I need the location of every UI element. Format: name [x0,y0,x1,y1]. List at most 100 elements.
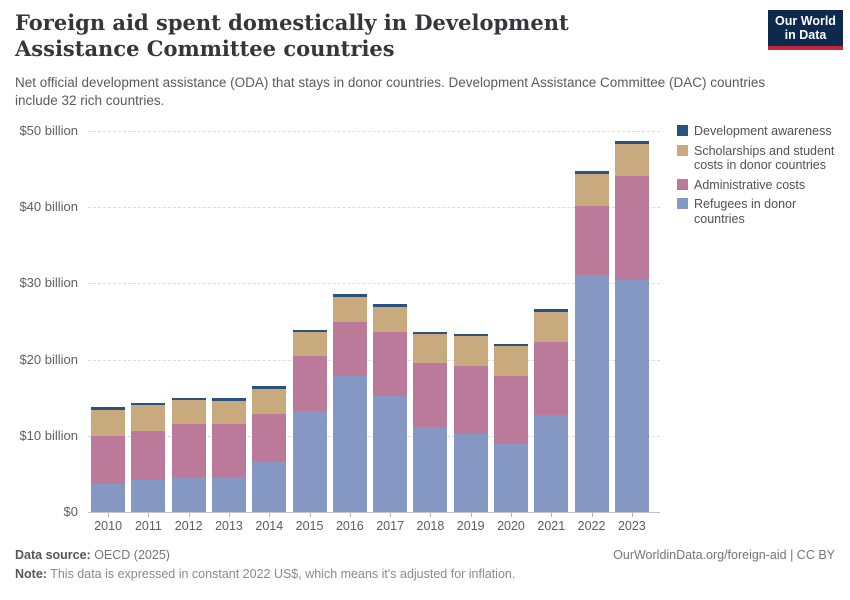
bar-segment[interactable] [373,332,408,397]
y-tick-label-20: $20 billion [19,351,78,367]
gridline-50 [88,131,660,132]
bar-2016[interactable] [332,131,367,512]
bar-segment[interactable] [171,397,206,400]
bar-2020[interactable] [494,131,528,512]
bar-segment[interactable] [413,363,448,428]
legend-swatch-icon [677,144,688,156]
bar-2023[interactable] [614,131,649,512]
x-tick-label-2021: 2021 [537,519,566,533]
bar-segment[interactable] [212,424,246,477]
bar-segment[interactable] [252,386,287,390]
y-tick-label-50: $50 billion [19,123,78,138]
bar-segment[interactable] [373,303,408,308]
bar-2010[interactable] [91,131,126,512]
bar-segment[interactable] [212,398,246,401]
bar-segment[interactable] [292,410,327,512]
x-tick-label-2015: 2015 [295,519,324,533]
x-tick-label-2019: 2019 [456,519,485,533]
bar-segment[interactable] [453,434,488,512]
bar-segment[interactable] [332,321,367,377]
bar-segment[interactable] [614,143,649,176]
bar-segment[interactable] [614,279,649,512]
legend-label: Administrative costs [694,177,806,192]
bar-segment[interactable] [413,332,448,335]
bar-segment[interactable] [453,333,488,336]
bar-segment[interactable] [534,342,569,416]
bar-segment[interactable] [574,170,609,174]
bar-segment[interactable] [171,400,206,425]
bar-segment[interactable] [614,175,649,280]
bar-segment[interactable] [91,435,126,484]
bar-2017[interactable] [373,131,408,512]
bar-2013[interactable] [212,131,246,512]
bar-2019[interactable] [453,131,488,512]
bar-2011[interactable] [131,131,166,512]
bar-segment[interactable] [131,480,166,512]
bar-segment[interactable] [453,336,488,367]
x-tick-2015 [309,513,311,517]
bar-segment[interactable] [574,275,609,512]
legend-swatch-icon [677,198,688,209]
bar-segment[interactable] [252,413,287,463]
owid-logo-line2: in Data [784,28,827,42]
x-tick-2013 [229,513,230,517]
bar-2012[interactable] [171,131,206,512]
bar-segment[interactable] [332,294,367,298]
bar-segment[interactable] [534,312,569,343]
bar-segment[interactable] [534,309,569,313]
bar-segment[interactable] [574,173,609,207]
bar-segment[interactable] [413,334,448,364]
y-tick-label-40: $40 billion [19,199,78,215]
legend-item-2[interactable]: Administrative costs [677,178,847,193]
legend-item-3[interactable]: Refugees in donor countries [677,197,847,226]
bar-segment[interactable] [131,405,166,432]
bar-segment[interactable] [292,355,327,411]
bar-2015[interactable] [292,131,327,512]
bar-2021[interactable] [534,131,569,512]
y-tick-label-10: $10 billion [19,427,78,443]
legend-label: Development awareness [694,124,832,138]
legend-item-0[interactable]: Development awareness [677,124,847,139]
bar-segment[interactable] [292,329,327,333]
x-tick-2016 [349,513,351,517]
bar-segment[interactable] [91,483,126,512]
bar-segment[interactable] [534,415,569,512]
data-source-line: Data source: OECD (2025) [15,548,170,562]
bar-segment[interactable] [131,431,166,480]
bar-segment[interactable] [373,307,408,333]
bar-segment[interactable] [453,366,488,435]
legend-label: Refugees in donor countries [694,197,797,226]
x-tick-2012 [188,513,190,517]
bar-segment[interactable] [171,478,206,512]
bar-segment[interactable] [171,424,206,479]
bar-segment[interactable] [91,406,126,410]
bar-segment[interactable] [494,376,528,445]
bar-2014[interactable] [252,131,287,512]
bar-segment[interactable] [332,297,367,322]
note-label: Note: [15,567,47,581]
bar-segment[interactable] [332,376,367,512]
bar-segment[interactable] [413,427,448,512]
bar-segment[interactable] [574,206,609,276]
bar-segment[interactable] [252,389,287,414]
bar-segment[interactable] [91,409,126,436]
bar-segment[interactable] [212,400,246,425]
bar-segment[interactable] [292,332,327,356]
owid-logo[interactable]: Our World in Data [768,10,843,50]
bar-segment[interactable] [212,476,246,512]
bar-2018[interactable] [413,131,448,512]
x-tick-2014 [269,513,271,517]
bar-segment[interactable] [373,396,408,512]
bar-segment[interactable] [131,403,166,406]
bar-segment[interactable] [252,462,287,512]
bar-2022[interactable] [574,131,609,512]
x-tick-2023 [631,513,633,517]
bar-segment[interactable] [494,343,528,346]
license-link[interactable]: OurWorldinData.org/foreign-aid | CC BY [613,548,835,562]
bar-segment[interactable] [494,444,528,512]
x-tick-2022 [591,513,593,517]
bar-segment[interactable] [494,345,528,377]
legend-item-1[interactable]: Scholarships and student costs in donor … [677,144,847,173]
bar-segment[interactable] [614,140,649,144]
